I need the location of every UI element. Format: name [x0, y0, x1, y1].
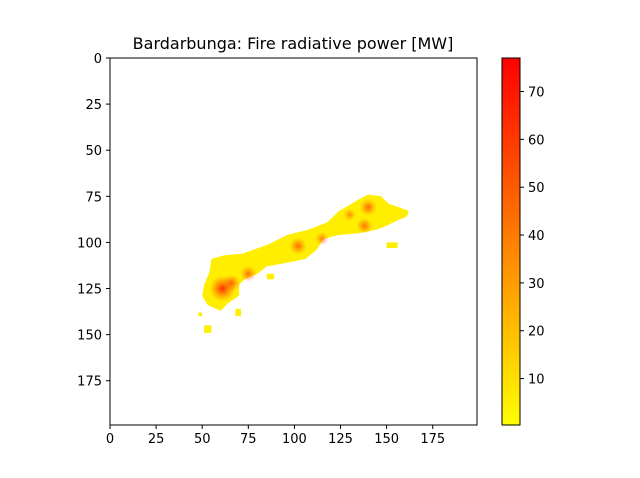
colorbar-tick-label: 70	[528, 85, 545, 100]
y-tick-label: 150	[77, 329, 102, 344]
colorbar-tick-label: 60	[528, 133, 545, 148]
fire-hotspot	[223, 274, 241, 292]
fire-region-island	[235, 308, 241, 317]
x-tick-label: 175	[420, 432, 445, 447]
fire-hotspot	[315, 231, 329, 246]
fire-region-island	[266, 273, 275, 280]
colorbar-tick-label: 30	[528, 277, 545, 292]
x-tick-label: 125	[328, 432, 353, 447]
y-axis: 0 25 50 75 100 125 150 175	[77, 52, 110, 390]
colorbar-tick-label: 20	[528, 325, 545, 340]
x-tick-label: 100	[282, 432, 307, 447]
fire-hotspot	[240, 265, 257, 282]
fire-hotspot	[359, 198, 377, 217]
fire-heatmap	[198, 194, 409, 333]
colorbar-tick-label: 40	[528, 229, 545, 244]
y-tick-label: 100	[77, 236, 102, 251]
y-tick-label: 175	[77, 375, 102, 390]
fire-region-island	[204, 325, 212, 333]
chart-title: Bardarbunga: Fire radiative power [MW]	[133, 34, 454, 53]
y-tick-label: 50	[85, 144, 102, 159]
y-tick-label: 75	[85, 190, 102, 205]
fire-region-island	[386, 242, 398, 248]
fire-region-island	[198, 312, 203, 317]
y-tick-label: 25	[85, 98, 102, 113]
colorbar	[501, 57, 521, 426]
y-tick-label: 125	[77, 283, 102, 298]
colorbar-ticks: 10 20 30 40 50 60 70	[520, 85, 545, 388]
colorbar-tick-label: 50	[528, 181, 545, 196]
fire-hotspot	[356, 217, 373, 234]
colorbar-tick-label: 10	[528, 373, 545, 388]
x-tick-label: 50	[194, 432, 211, 447]
plot-frame	[109, 57, 478, 426]
y-tick-label: 0	[94, 52, 102, 67]
x-tick-label: 150	[374, 432, 399, 447]
x-tick-label: 0	[106, 432, 114, 447]
fire-hotspot	[289, 237, 307, 255]
x-tick-label: 75	[240, 432, 257, 447]
x-axis: 0 25 50 75 100 125 150 175	[106, 425, 445, 447]
fire-hotspot	[343, 208, 357, 222]
x-tick-label: 25	[148, 432, 165, 447]
